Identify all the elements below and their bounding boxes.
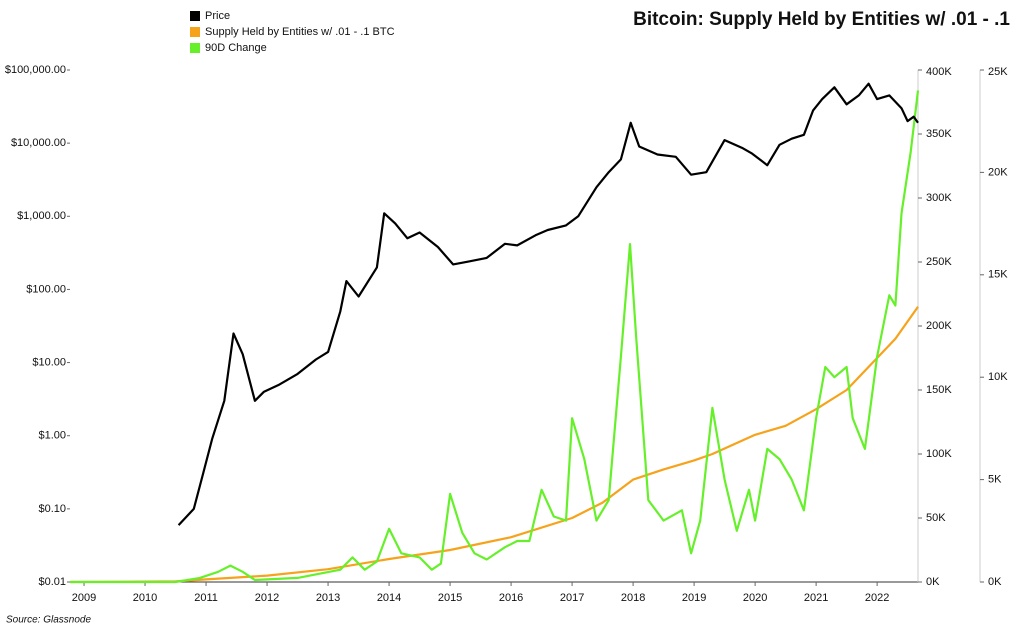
chart-title: Bitcoin: Supply Held by Entities w/ .01 … bbox=[633, 9, 1010, 30]
y-tick-label: $100.00 bbox=[26, 283, 66, 295]
y2-tick-label: 100K bbox=[926, 448, 952, 460]
series-line bbox=[177, 82, 919, 526]
source: Source: Glassnode bbox=[6, 615, 91, 626]
x-tick-label: 2016 bbox=[499, 592, 523, 604]
y3-tick-label: 15K bbox=[988, 269, 1008, 281]
y-tick-label: $1,000.00 bbox=[17, 210, 66, 222]
y2-tick-label: 0K bbox=[926, 576, 940, 588]
x-tick-label: 2021 bbox=[804, 592, 828, 604]
x-tick-label: 2013 bbox=[316, 592, 340, 604]
y3-tick-label: 0K bbox=[988, 576, 1002, 588]
legend-label: 90D Change bbox=[205, 42, 267, 54]
y-tick-label: $10.00 bbox=[32, 356, 66, 368]
x-tick-label: 2017 bbox=[560, 592, 584, 604]
y2-tick-label: 350K bbox=[926, 128, 952, 140]
x-tick-label: 2015 bbox=[438, 592, 462, 604]
legend-swatch bbox=[190, 43, 200, 53]
legend-label: Price bbox=[205, 10, 230, 22]
y-tick-label: $0.10 bbox=[38, 503, 66, 515]
y3-tick-label: 5K bbox=[988, 474, 1002, 486]
x-tick-label: 2022 bbox=[865, 592, 889, 604]
x-tick-label: 2012 bbox=[255, 592, 279, 604]
y3-tick-label: 20K bbox=[988, 166, 1008, 178]
y2-tick-label: 50K bbox=[926, 512, 946, 524]
x-tick-label: 2014 bbox=[377, 592, 401, 604]
y2-tick-label: 250K bbox=[926, 256, 952, 268]
legend-swatch bbox=[190, 27, 200, 37]
y2-tick-label: 300K bbox=[926, 192, 952, 204]
y3-tick-label: 25K bbox=[988, 66, 1008, 78]
y-tick-label: $1.00 bbox=[38, 430, 66, 442]
y2-tick-label: 200K bbox=[926, 320, 952, 332]
x-tick-label: 2011 bbox=[194, 592, 218, 604]
x-tick-label: 2010 bbox=[133, 592, 157, 604]
y2-tick-label: 400K bbox=[926, 66, 952, 78]
series-line bbox=[69, 306, 919, 584]
legend-swatch bbox=[190, 11, 200, 21]
y2-tick-label: 150K bbox=[926, 384, 952, 396]
x-tick-label: 2020 bbox=[743, 592, 767, 604]
legend-label: Supply Held by Entities w/ .01 - .1 BTC bbox=[205, 26, 395, 38]
y-tick-label: $100,000.00 bbox=[5, 64, 66, 76]
y3-tick-label: 10K bbox=[988, 371, 1008, 383]
y-tick-label: $0.01 bbox=[38, 576, 66, 588]
x-tick-label: 2018 bbox=[621, 592, 645, 604]
x-tick-label: 2009 bbox=[72, 592, 96, 604]
y-tick-label: $10,000.00 bbox=[11, 137, 66, 149]
series-line bbox=[70, 90, 920, 584]
x-tick-label: 2019 bbox=[682, 592, 706, 604]
